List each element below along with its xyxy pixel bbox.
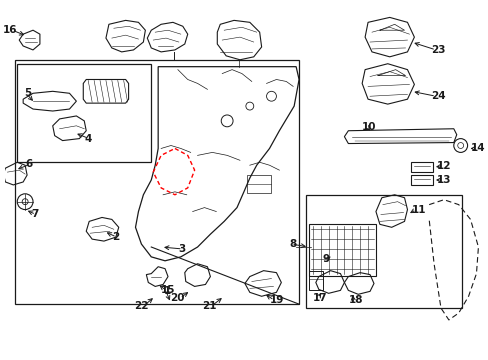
Text: 13: 13 (436, 175, 450, 185)
Text: 20: 20 (170, 293, 184, 303)
Text: 2: 2 (112, 232, 119, 242)
Text: 21: 21 (202, 301, 216, 311)
Text: 10: 10 (362, 122, 376, 132)
Text: 4: 4 (84, 134, 91, 144)
Bar (308, 271, 322, 291)
Text: 3: 3 (178, 244, 185, 254)
Text: 22: 22 (134, 301, 148, 311)
Text: 23: 23 (430, 45, 445, 55)
Text: 1: 1 (163, 286, 171, 296)
Text: 18: 18 (347, 295, 362, 305)
Bar (308, 224, 375, 276)
Text: 15: 15 (161, 285, 175, 295)
Bar (305, 195, 461, 308)
Bar (410, 175, 432, 185)
Bar (17, 64, 151, 162)
Text: 8: 8 (288, 239, 296, 249)
Text: 9: 9 (322, 254, 329, 264)
Bar (15, 60, 299, 304)
Text: 12: 12 (436, 161, 450, 171)
Bar (246, 175, 271, 193)
Text: 6: 6 (25, 159, 32, 169)
Text: 14: 14 (469, 144, 484, 153)
Bar (410, 162, 432, 172)
Text: 24: 24 (430, 91, 445, 101)
Text: 16: 16 (3, 25, 17, 35)
Text: 19: 19 (269, 295, 284, 305)
Text: 17: 17 (312, 293, 327, 303)
Text: 5: 5 (24, 88, 31, 98)
Text: 7: 7 (31, 210, 39, 220)
Text: 11: 11 (410, 204, 425, 215)
